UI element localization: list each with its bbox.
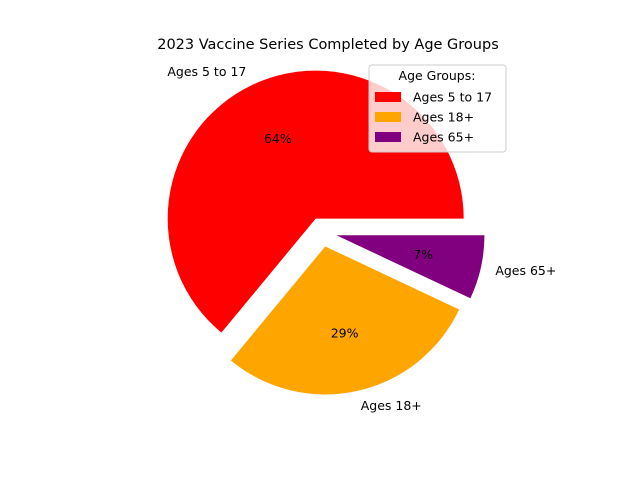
legend-label-ages-5-to-17: Ages 5 to 17: [413, 90, 492, 105]
percent-labels: 64% 29% 7%: [264, 131, 433, 341]
percent-label-ages-65: 7%: [413, 247, 433, 262]
legend-entries: Ages 5 to 17 Ages 18+ Ages 65+: [375, 90, 492, 145]
slice-label-ages-18: Ages 18+: [361, 398, 422, 413]
chart-title: 2023 Vaccine Series Completed by Age Gro…: [157, 37, 499, 53]
legend-swatch-ages-5-to-17: [375, 92, 401, 102]
legend-title: Age Groups:: [399, 68, 476, 83]
percent-label-ages-5-to-17: 64%: [264, 131, 292, 146]
legend-swatch-ages-18: [375, 112, 401, 122]
legend-label-ages-18: Ages 18+: [413, 110, 474, 125]
pie-slice-ages-18: [230, 246, 460, 395]
slice-label-ages-5-to-17: Ages 5 to 17: [167, 64, 246, 79]
legend: Age Groups: Ages 5 to 17 Ages 18+ Ages 65+: [368, 64, 507, 153]
percent-label-ages-18: 29%: [331, 326, 359, 341]
pie-slice-ages-65: [336, 235, 485, 299]
slice-label-ages-65: Ages 65+: [495, 263, 556, 278]
legend-swatch-ages-65: [375, 132, 401, 142]
slice-labels: Ages 5 to 17 Ages 18+ Ages 65+: [167, 64, 556, 413]
legend-frame: [368, 64, 507, 153]
legend-label-ages-65: Ages 65+: [413, 130, 474, 145]
